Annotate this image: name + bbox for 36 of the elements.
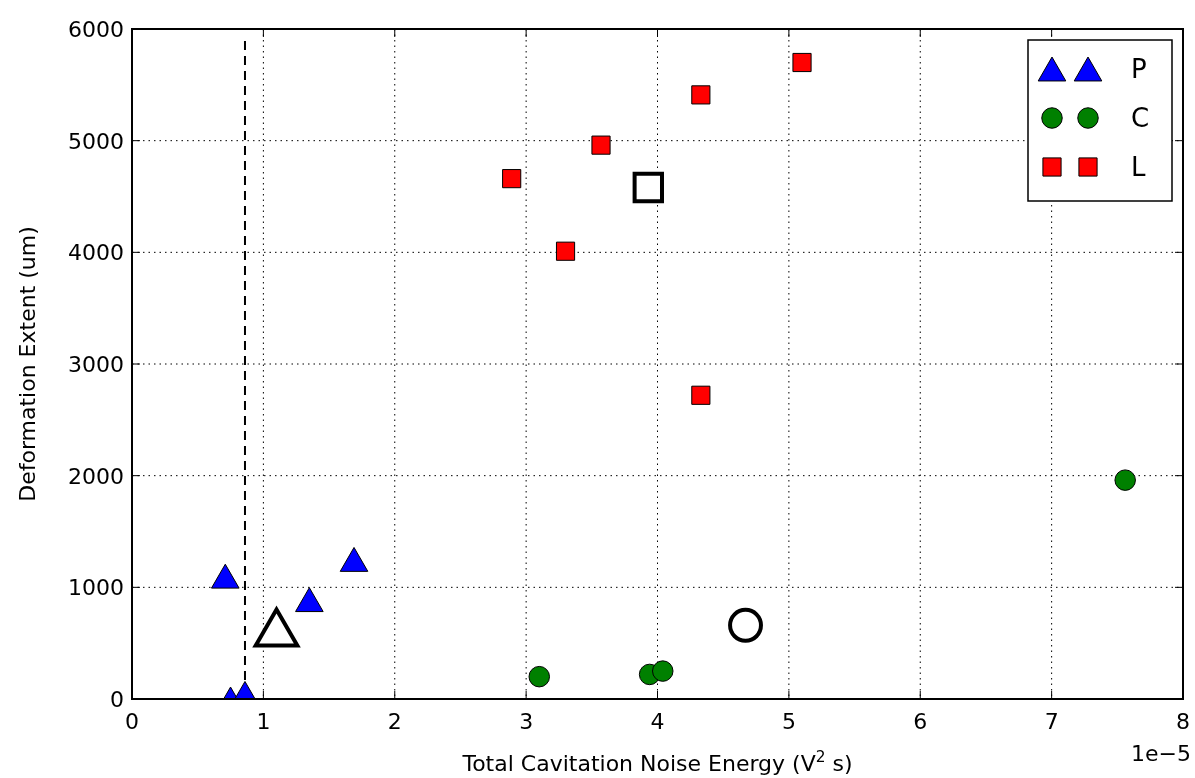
legend-label: L <box>1131 152 1146 182</box>
legend-label: C <box>1131 103 1150 133</box>
y-tick-label: 5000 <box>68 128 124 154</box>
y-tick-label: 0 <box>110 687 124 712</box>
point <box>652 660 674 682</box>
point <box>210 563 240 589</box>
point <box>555 241 576 261</box>
x-tick-label: 8 <box>1176 709 1190 734</box>
x-axis-title: Total Cavitation Noise Energy (V$^{2}$ s) <box>461 748 853 776</box>
point <box>528 665 551 688</box>
x-tick-label: 2 <box>387 709 402 734</box>
point <box>295 587 324 613</box>
y-axis-title: Deformation Extent (um) <box>15 226 40 502</box>
point <box>632 171 664 204</box>
x-tick-label: 6 <box>913 709 928 734</box>
legend-label: P <box>1131 54 1147 84</box>
point <box>691 85 711 105</box>
text: 1e−5 <box>1131 741 1191 766</box>
y-tick-label: 2000 <box>68 463 124 489</box>
y-tick-label: 6000 <box>68 17 124 42</box>
point <box>691 385 711 405</box>
point <box>252 605 301 648</box>
point <box>1114 469 1136 491</box>
y-tick-label: 4000 <box>68 240 124 266</box>
x-tick-label: 3 <box>519 709 534 734</box>
x-tick-label: 1 <box>256 709 271 734</box>
y-tick-label: 3000 <box>68 352 124 377</box>
point <box>502 169 522 189</box>
x-tick-label: 7 <box>1044 709 1059 734</box>
point <box>792 52 812 73</box>
point <box>591 135 611 155</box>
point <box>339 546 369 572</box>
y-tick-label: 1000 <box>68 575 124 601</box>
x-tick-label: 4 <box>650 709 665 734</box>
x-tick-label: 5 <box>781 709 796 734</box>
point <box>728 607 763 643</box>
